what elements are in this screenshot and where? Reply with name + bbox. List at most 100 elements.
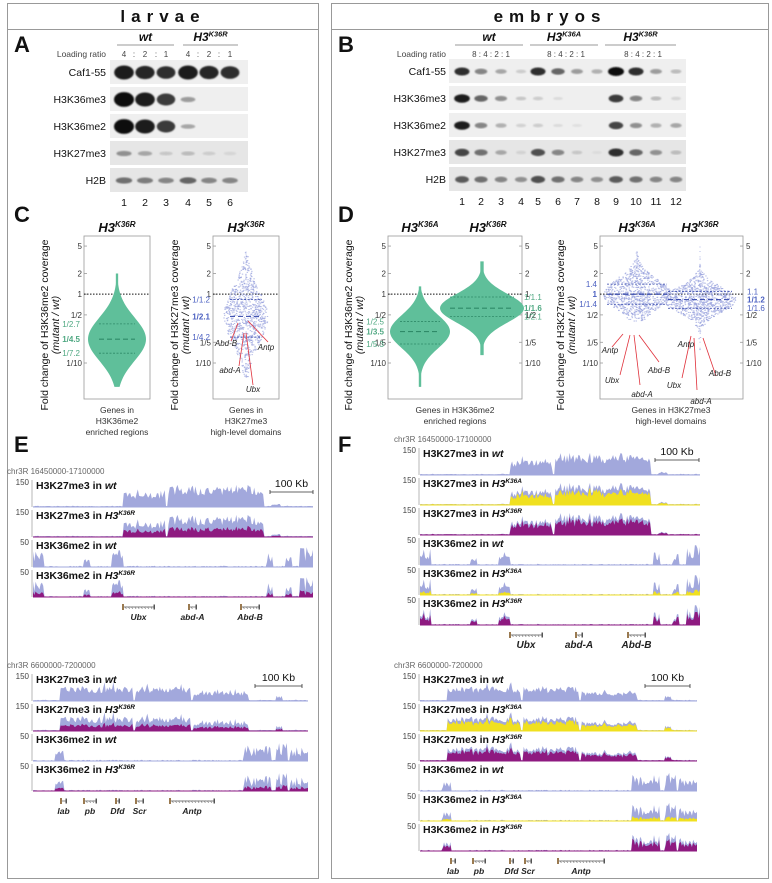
data-point: [682, 308, 685, 310]
data-point: [243, 262, 245, 264]
data-point: [615, 305, 617, 307]
data-point: [252, 287, 254, 289]
data-point: [237, 335, 239, 337]
data-point: [238, 311, 241, 313]
data-point: [619, 288, 621, 290]
data-point: [635, 267, 637, 269]
blot-band: [199, 65, 219, 80]
data-point: [692, 318, 694, 320]
data-point: [689, 281, 691, 283]
data-point: [626, 279, 628, 281]
track-ymax: 150: [403, 446, 417, 455]
data-point: [672, 308, 674, 310]
data-point: [690, 278, 692, 280]
data-point: [679, 299, 681, 301]
data-point: [696, 313, 699, 315]
quartile-label: 1/2.5: [366, 318, 384, 327]
data-point: [608, 302, 611, 304]
data-point: [612, 289, 614, 291]
data-point: [230, 293, 232, 295]
data-point: [622, 277, 624, 279]
data-point: [685, 308, 688, 310]
data-point: [241, 352, 243, 354]
data-point: [256, 314, 258, 316]
blot-label: H3K27me3: [393, 147, 446, 159]
data-point: [688, 297, 691, 299]
quartile-label: 1/1.2: [747, 296, 765, 305]
data-point: [631, 280, 634, 282]
data-point: [643, 285, 646, 287]
data-point: [645, 307, 647, 309]
data-point: [253, 282, 255, 284]
data-point: [252, 312, 254, 314]
data-point: [259, 293, 262, 295]
blot-band: [650, 68, 662, 75]
data-point: [670, 297, 672, 299]
strand-arrow: ‹: [534, 634, 536, 640]
data-point: [676, 294, 678, 296]
data-point: [693, 286, 695, 288]
data-point: [660, 291, 662, 293]
gene-exon: [240, 604, 242, 610]
data-point: [263, 321, 266, 323]
data-point: [252, 289, 254, 291]
data-point: [615, 287, 617, 289]
data-point: [680, 311, 682, 313]
data-point: [714, 288, 716, 290]
data-point: [690, 298, 693, 300]
data-point: [252, 286, 255, 288]
data-point: [711, 304, 713, 306]
data-point: [643, 317, 645, 319]
data-point: [683, 285, 686, 287]
data-point: [259, 308, 262, 310]
data-point: [621, 306, 624, 308]
data-point: [700, 306, 703, 308]
data-point: [693, 285, 695, 287]
data-point: [649, 298, 652, 300]
data-point: [236, 319, 239, 321]
data-point: [705, 317, 708, 319]
data-point: [703, 321, 705, 323]
data-point: [241, 293, 243, 295]
data-point: [254, 325, 256, 327]
y-axis-sublabel: (mutant / wt): [354, 296, 366, 354]
data-point: [247, 269, 249, 271]
data-point: [676, 292, 679, 294]
data-point: [657, 306, 660, 308]
blot-band: [474, 68, 488, 75]
data-point: [687, 303, 690, 305]
gene-annotation: Abd-B: [708, 369, 732, 378]
y-axis-label: Fold change of H3K27me3 coverage: [169, 239, 181, 410]
data-point: [614, 305, 616, 307]
data-point: [703, 303, 705, 305]
data-point: [649, 308, 652, 310]
data-point: [651, 277, 653, 279]
data-point: [245, 288, 248, 290]
data-point: [645, 306, 647, 308]
data-point: [227, 300, 229, 302]
strand-arrow: ‹: [560, 860, 562, 866]
data-point: [651, 275, 653, 277]
data-point: [252, 327, 254, 329]
data-point: [713, 315, 715, 317]
data-point: [235, 324, 238, 326]
data-point: [245, 277, 247, 279]
data-point: [681, 310, 684, 312]
data-point: [245, 337, 247, 339]
data-point: [262, 301, 264, 303]
data-point: [686, 282, 689, 284]
data-point: [625, 282, 627, 284]
strand-arrow: ‹: [246, 606, 248, 612]
data-point: [725, 294, 728, 296]
data-point: [637, 260, 640, 262]
data-point: [635, 320, 637, 322]
data-point: [701, 295, 703, 297]
x-axis-label: Genes in H3K27me3: [632, 405, 711, 415]
data-point: [636, 302, 638, 304]
data-point: [626, 310, 628, 312]
data-point: [667, 305, 669, 307]
data-point: [226, 323, 228, 325]
data-point: [228, 323, 231, 325]
data-point: [686, 289, 688, 291]
x-axis-label: Genes in: [100, 405, 134, 415]
